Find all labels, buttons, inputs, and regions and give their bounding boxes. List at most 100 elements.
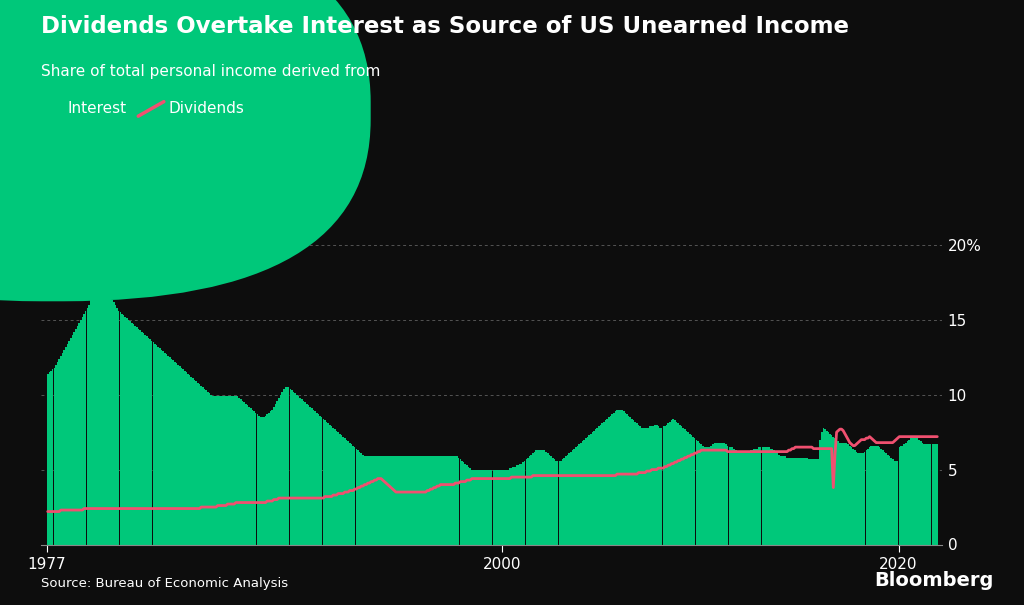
Bar (136, 327, 137, 544)
Bar (288, 387, 290, 544)
Bar (860, 453, 862, 544)
Bar (859, 453, 860, 544)
Bar (247, 405, 248, 544)
Bar (350, 444, 352, 544)
Bar (798, 457, 800, 544)
Bar (511, 468, 512, 544)
Bar (166, 355, 167, 544)
Bar (801, 457, 803, 544)
Bar (237, 396, 239, 544)
Bar (193, 378, 194, 544)
Bar (210, 394, 212, 544)
Bar (684, 429, 686, 544)
Bar (215, 396, 217, 544)
Bar (571, 450, 573, 544)
Bar (790, 457, 792, 544)
Bar (709, 447, 711, 544)
Bar (70, 338, 72, 544)
Bar (687, 432, 689, 544)
Bar (422, 456, 423, 544)
Bar (677, 423, 679, 544)
Bar (925, 444, 927, 544)
Bar (597, 428, 598, 544)
Bar (222, 396, 223, 544)
Bar (562, 459, 563, 544)
Bar (473, 469, 474, 544)
Bar (595, 429, 596, 544)
Bar (481, 469, 482, 544)
Bar (393, 456, 395, 544)
Bar (549, 454, 550, 544)
Bar (457, 456, 458, 544)
Bar (738, 453, 740, 544)
Bar (126, 318, 128, 544)
Bar (865, 450, 867, 544)
Bar (53, 368, 55, 544)
Bar (150, 339, 151, 544)
Text: Bloomberg: Bloomberg (873, 571, 993, 590)
Bar (465, 463, 466, 544)
Bar (932, 444, 933, 544)
Bar (60, 356, 61, 544)
Bar (836, 440, 838, 544)
Bar (887, 454, 889, 544)
Bar (253, 411, 255, 544)
Bar (676, 422, 677, 544)
Bar (115, 305, 116, 544)
Bar (110, 299, 112, 544)
Bar (725, 444, 727, 544)
Bar (695, 440, 697, 544)
Bar (679, 425, 681, 544)
Bar (417, 456, 418, 544)
Bar (248, 407, 250, 544)
Bar (534, 451, 536, 544)
Bar (611, 414, 613, 544)
Bar (754, 449, 755, 544)
Bar (231, 396, 233, 544)
Bar (539, 450, 541, 544)
Bar (387, 456, 388, 544)
Bar (582, 441, 584, 544)
Bar (536, 450, 537, 544)
Bar (329, 425, 331, 544)
Bar (644, 428, 646, 544)
Bar (78, 323, 80, 544)
Bar (99, 283, 101, 544)
Bar (920, 441, 922, 544)
Bar (717, 443, 719, 544)
Bar (781, 456, 783, 544)
Bar (83, 314, 85, 544)
Bar (868, 447, 870, 544)
Bar (805, 457, 806, 544)
Bar (839, 443, 841, 544)
Bar (90, 300, 91, 544)
Bar (530, 454, 532, 544)
Bar (180, 368, 182, 544)
Bar (112, 300, 113, 544)
Bar (291, 390, 293, 544)
Bar (579, 444, 580, 544)
Bar (106, 296, 108, 544)
Bar (617, 410, 620, 544)
Bar (913, 437, 915, 544)
Bar (220, 396, 222, 544)
Bar (605, 420, 606, 544)
Bar (633, 420, 635, 544)
Bar (256, 414, 258, 544)
Bar (636, 423, 638, 544)
Bar (482, 469, 484, 544)
Bar (797, 457, 798, 544)
Bar (689, 434, 690, 544)
Bar (431, 456, 433, 544)
Bar (783, 456, 784, 544)
Bar (520, 463, 522, 544)
Bar (164, 353, 166, 544)
Bar (384, 456, 385, 544)
Bar (56, 362, 58, 544)
Bar (894, 460, 895, 544)
Bar (873, 446, 876, 544)
Bar (647, 428, 649, 544)
Bar (776, 453, 778, 544)
Bar (426, 456, 428, 544)
Bar (755, 449, 757, 544)
